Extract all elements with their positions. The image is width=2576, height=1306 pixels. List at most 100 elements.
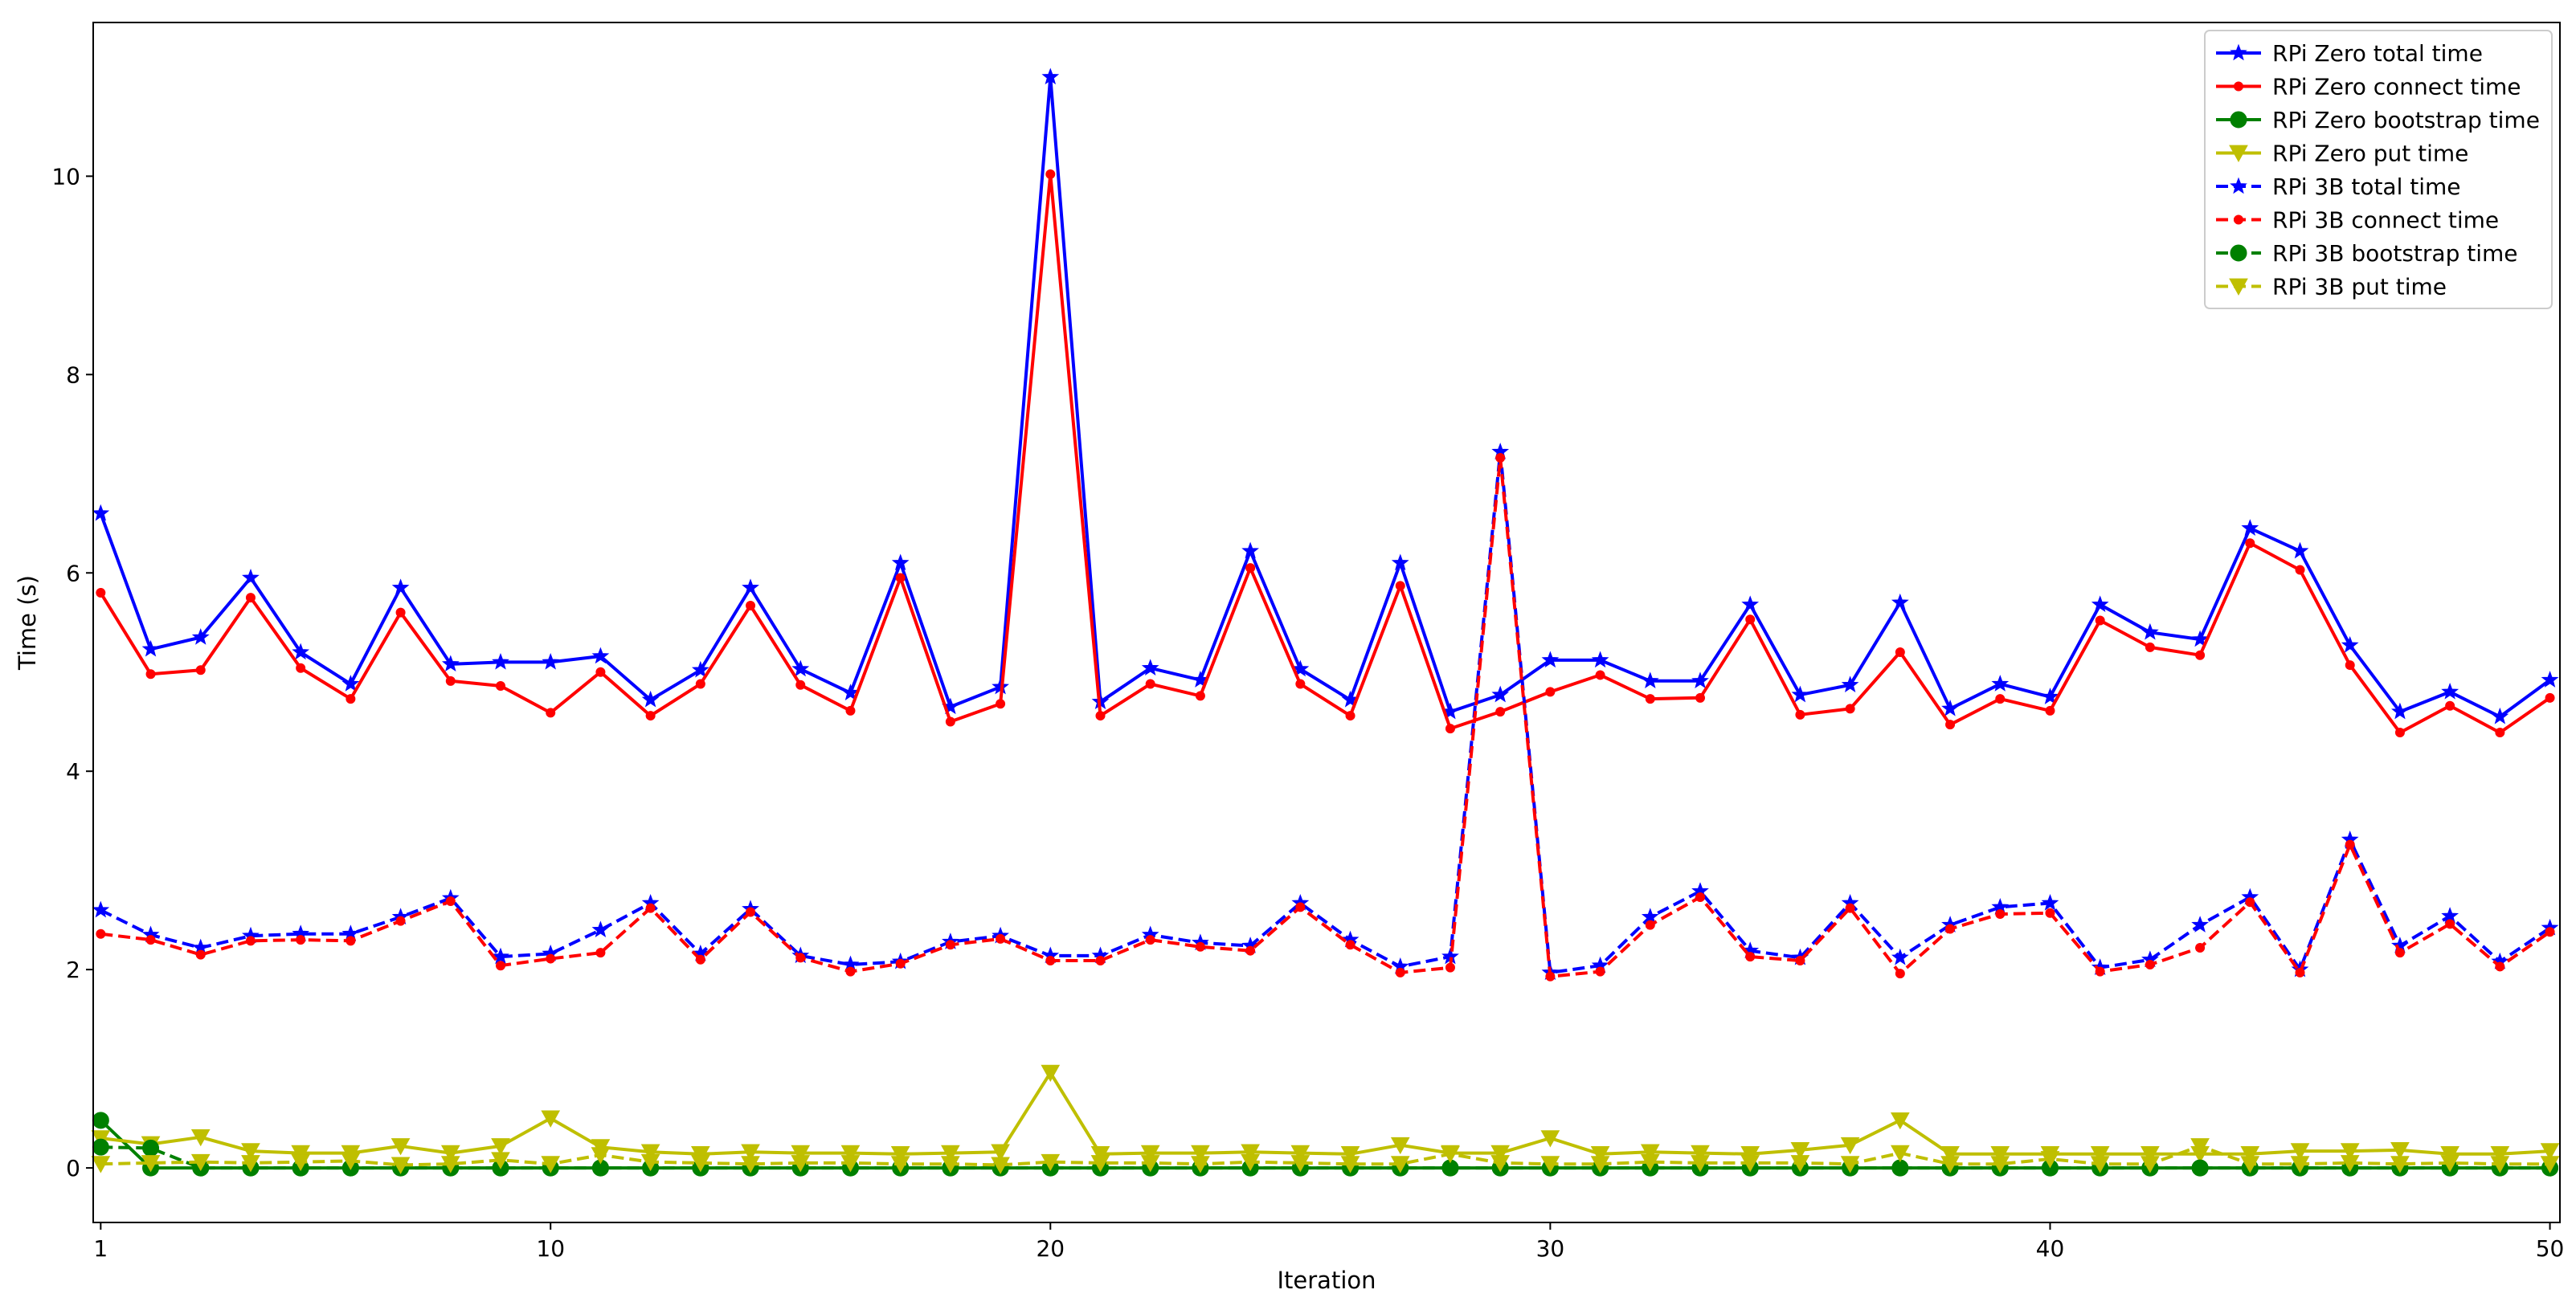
x-tick-label: 1: [93, 1235, 108, 1262]
legend-label: RPi 3B bootstrap time: [2272, 240, 2518, 267]
series-line: [100, 456, 2551, 978]
data-point: [2495, 728, 2505, 738]
data-point: [991, 1157, 1010, 1174]
legend-marker: [2230, 111, 2247, 129]
data-point: [1841, 675, 1859, 693]
data-point: [1195, 691, 1205, 701]
data-point: [291, 1145, 311, 1163]
x-tick-label: 30: [1536, 1235, 1565, 1262]
data-point: [1840, 1137, 1860, 1155]
data-point: [1495, 453, 1506, 463]
data-point: [1541, 651, 1560, 668]
data-point: [2041, 893, 2059, 911]
data-point: [2390, 1156, 2410, 1173]
data-point: [1295, 902, 1306, 912]
data-point: [645, 711, 656, 721]
data-point: [1990, 1156, 2010, 1173]
data-point: [2195, 942, 2206, 953]
data-point: [640, 1144, 660, 1161]
data-point: [1195, 941, 1205, 952]
data-point: [1340, 1145, 1360, 1164]
series-line: [99, 75, 2551, 719]
data-point: [2045, 908, 2055, 918]
data-point: [1140, 1155, 1160, 1173]
series-rpi-zero-total-time: [92, 67, 2559, 724]
legend-label: RPi 3B put time: [2272, 274, 2447, 300]
data-point: [391, 578, 410, 596]
legend-item: RPi Zero total time: [2216, 40, 2483, 67]
data-point: [2040, 1151, 2060, 1169]
data-point: [291, 1153, 311, 1172]
data-point: [390, 1157, 411, 1174]
data-point: [640, 1153, 660, 1172]
data-point: [2240, 1145, 2260, 1164]
legend-label: RPi 3B connect time: [2272, 207, 2499, 234]
data-point: [1441, 1145, 1460, 1164]
data-point: [1641, 671, 1659, 689]
data-point: [496, 681, 506, 692]
data-point: [91, 1156, 111, 1173]
data-point: [492, 652, 509, 670]
data-point: [895, 958, 906, 969]
data-point: [2340, 1143, 2360, 1161]
data-point: [390, 1138, 411, 1156]
data-point: [491, 1138, 510, 1156]
series-rpi-3b-connect-time: [96, 453, 2555, 982]
data-point: [2445, 919, 2455, 929]
data-point: [840, 1145, 861, 1163]
data-point: [1740, 1145, 1760, 1164]
data-point: [2391, 702, 2409, 720]
data-point: [341, 675, 360, 692]
x-tick-label: 40: [2036, 1235, 2065, 1262]
data-point: [2241, 519, 2259, 536]
data-point: [1445, 724, 1455, 734]
series-layer: [91, 67, 2560, 1177]
data-point: [1640, 1153, 1660, 1172]
data-point: [141, 639, 160, 657]
y-axis: 0 2 4 6 8 10: [51, 163, 93, 1182]
x-axis: 1 10 20 30 40 50: [93, 1222, 2564, 1262]
data-point: [2295, 967, 2305, 977]
data-point: [1290, 1145, 1310, 1163]
data-point: [2141, 1145, 2160, 1164]
data-point: [2295, 565, 2305, 575]
y-tick-label: 10: [51, 163, 80, 190]
series-line: [100, 1144, 2550, 1167]
data-point: [1745, 952, 1756, 962]
data-point: [741, 1144, 760, 1161]
data-point: [2191, 630, 2209, 647]
data-point: [1090, 1145, 1110, 1164]
data-point: [1191, 1145, 1210, 1163]
data-point: [1241, 1153, 1260, 1172]
data-point: [2090, 1145, 2110, 1164]
data-point: [795, 953, 806, 963]
data-point: [1045, 956, 1056, 966]
data-point: [2091, 595, 2109, 613]
data-point: [1290, 1155, 1310, 1173]
legend-item: RPi Zero put time: [2216, 141, 2468, 167]
data-point: [1745, 614, 1756, 625]
data-point: [1095, 711, 1106, 721]
data-point: [2445, 700, 2455, 711]
data-point: [2045, 705, 2055, 716]
plot-frame: [92, 22, 2561, 1223]
data-point: [1695, 692, 1706, 703]
data-point: [492, 947, 509, 965]
data-point: [491, 1152, 510, 1169]
data-point: [2341, 635, 2359, 653]
data-point: [1590, 1145, 1610, 1164]
data-point: [2145, 642, 2155, 652]
data-point: [346, 936, 356, 946]
data-point: [296, 935, 306, 945]
data-point: [791, 1155, 811, 1173]
data-point: [2490, 1145, 2510, 1164]
x-tick-label: 20: [1036, 1235, 1065, 1262]
data-point: [1041, 1064, 1061, 1083]
legend-item: RPi 3B bootstrap time: [2216, 240, 2518, 267]
data-point: [395, 607, 406, 618]
data-point: [2394, 948, 2405, 958]
data-point: [890, 1156, 910, 1173]
legend-item: RPi Zero bootstrap time: [2216, 107, 2540, 133]
data-point: [2495, 961, 2505, 972]
series-line: [100, 450, 2551, 974]
